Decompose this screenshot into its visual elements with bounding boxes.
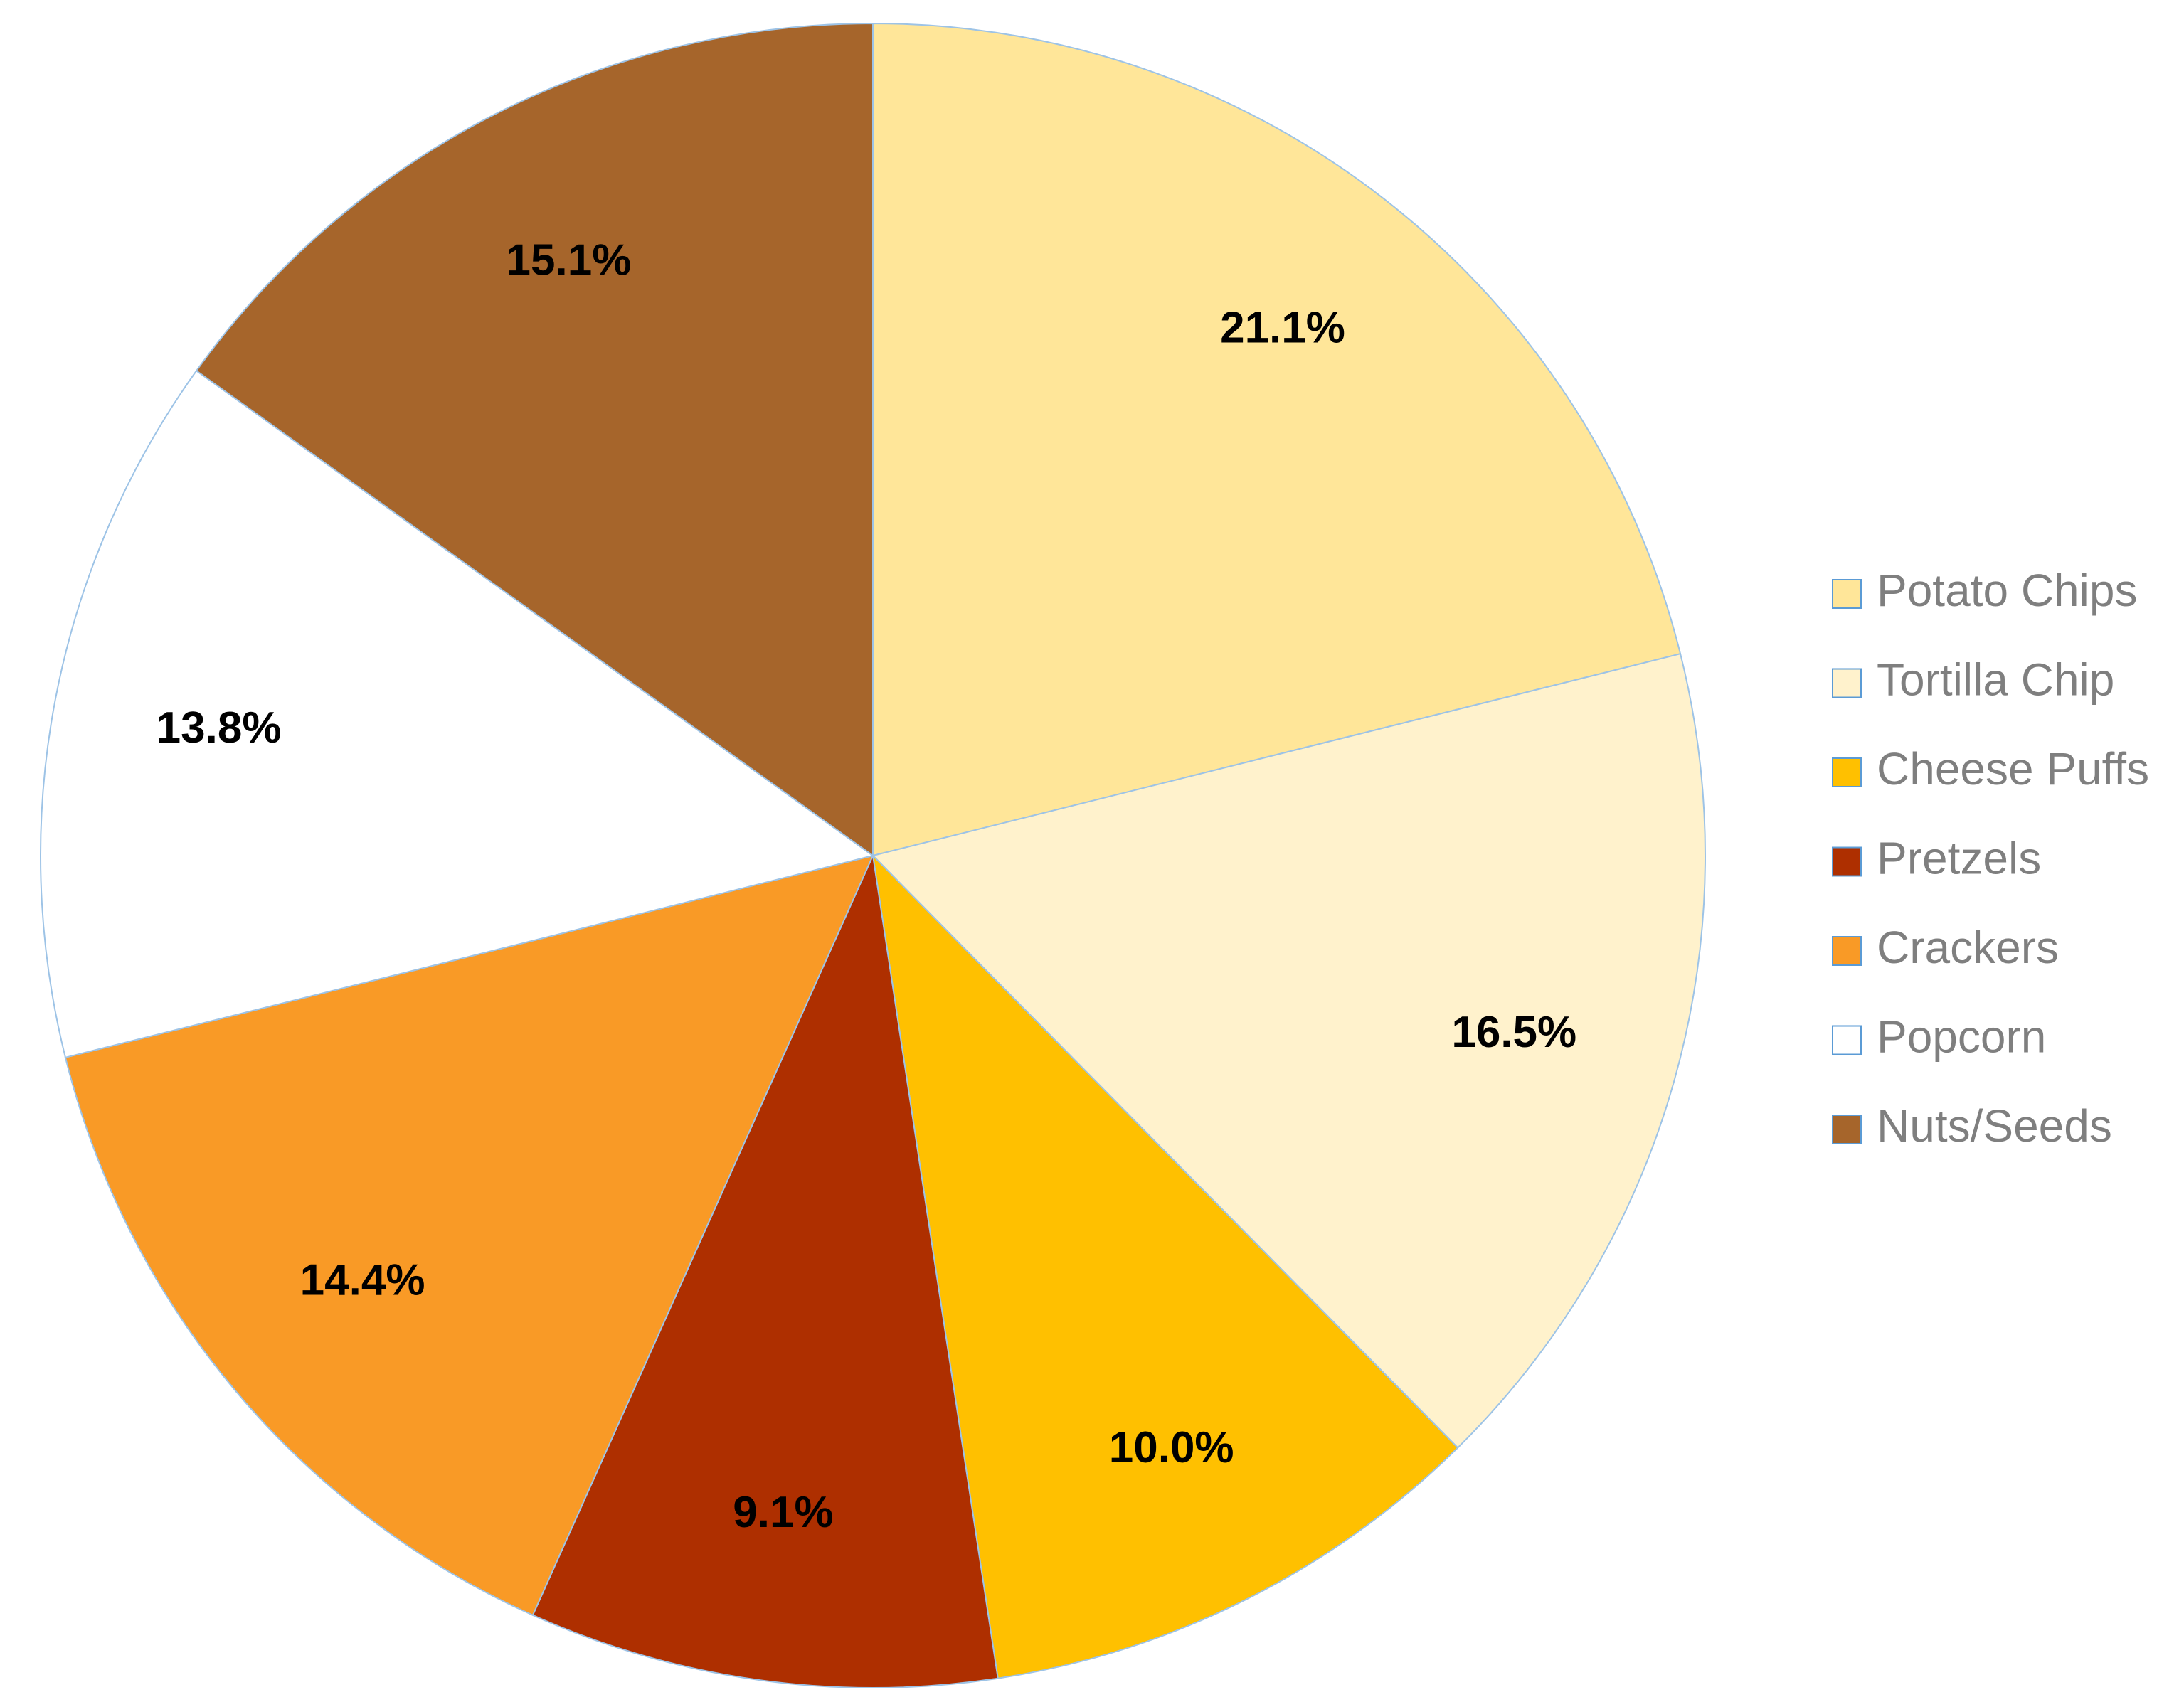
- pie-slice: [40, 369, 875, 1059]
- legend-label: Tortilla Chip: [1877, 654, 2114, 705]
- legend-swatch: [1832, 757, 1862, 787]
- legend-swatch: [1832, 846, 1862, 877]
- pie-slice: [871, 853, 1459, 1679]
- legend-swatch: [1832, 579, 1862, 609]
- legend-label: Crackers: [1877, 922, 2059, 973]
- data-label: 14.4%: [300, 1256, 425, 1305]
- pie-slice: [531, 853, 999, 1688]
- pie-slice: [64, 854, 874, 1617]
- legend-swatch: [1832, 936, 1862, 966]
- legend-swatch: [1832, 668, 1862, 698]
- pie-slice: [195, 22, 874, 857]
- legend-label: Cheese Puffs: [1877, 743, 2149, 794]
- pie-slice: [871, 652, 1706, 1449]
- legend-swatch: [1832, 1025, 1862, 1055]
- data-label: 13.8%: [157, 703, 282, 752]
- data-label: 15.1%: [507, 236, 632, 285]
- pie-slice: [872, 22, 1682, 857]
- legend-label: Nuts/Seeds: [1877, 1100, 2112, 1151]
- data-label: 10.0%: [1109, 1423, 1234, 1472]
- legend-label: Potato Chips: [1877, 565, 2137, 616]
- data-label: 21.1%: [1220, 304, 1345, 353]
- data-label: 9.1%: [733, 1488, 833, 1537]
- legend-label: Popcorn: [1877, 1011, 2046, 1062]
- data-label: 16.5%: [1451, 1008, 1576, 1057]
- legend-label: Pretzels: [1877, 832, 2041, 883]
- legend-swatch: [1832, 1115, 1862, 1144]
